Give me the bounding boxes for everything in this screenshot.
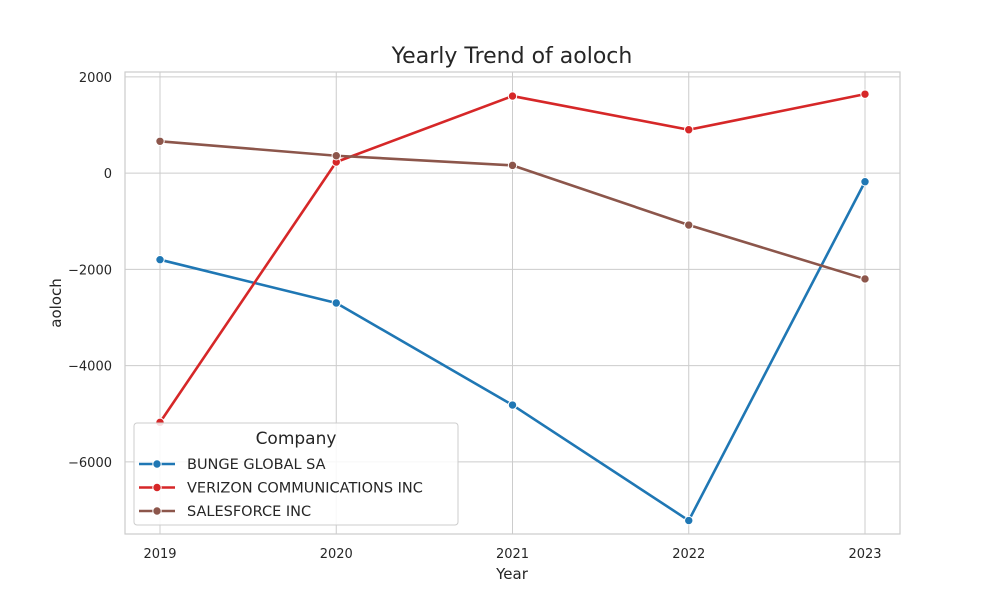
legend-box [133,422,459,526]
legend-marker [152,459,162,469]
legend-items: BUNGE GLOBAL SA VERIZON COMMUNICATIONS IN… [139,457,423,520]
data-point [684,515,694,526]
data-point [331,151,341,161]
data-point [684,125,694,135]
y-axis-label: aoloch [47,278,65,327]
legend-label: SALESFORCE INC [187,504,311,520]
y-tick-label: 0 [104,167,112,182]
data-point [507,91,518,101]
series-group [155,89,870,526]
x-axis-label: Year [495,565,529,583]
legend-marker [152,482,162,493]
legend-marker [152,506,162,516]
legend-item: VERIZON COMMUNICATIONS INC [139,481,423,497]
legend-title: Company [256,429,337,449]
y-tick-label: −4000 [68,360,112,375]
x-tick-label: 2023 [848,547,881,562]
legend-label: VERIZON COMMUNICATIONS INC [187,481,423,497]
y-axis: 2000 0 −2000 −4000 −6000 [68,71,112,471]
plot-border [124,71,901,535]
data-point [155,136,165,147]
plot-frame [124,71,901,535]
series [155,136,870,284]
data-point [331,298,341,308]
legend-label: BUNGE GLOBAL SA [187,457,326,473]
chart-title: Yearly Trend of aoloch [391,44,633,69]
y-tick-label: 2000 [79,71,112,86]
data-point [860,89,870,99]
x-tick-label: 2021 [496,547,529,562]
y-tick-label: −2000 [68,263,112,278]
legend: Company BUNGE GLOBAL SA VERIZON COMMUNICA… [133,422,459,526]
data-point [155,254,165,265]
x-tick-label: 2019 [143,547,176,562]
data-point [684,220,694,230]
data-point [860,177,870,187]
data-point [860,274,870,284]
x-tick-label: 2020 [320,547,353,562]
y-tick-label: −6000 [68,456,112,471]
legend-item: BUNGE GLOBAL SA [139,457,326,473]
x-axis: 2019 2020 2021 2022 2023 [143,547,881,562]
series [155,177,870,526]
data-point [507,400,518,410]
x-tick-label: 2022 [672,547,705,562]
data-point [507,160,518,171]
legend-item: SALESFORCE INC [139,504,311,520]
